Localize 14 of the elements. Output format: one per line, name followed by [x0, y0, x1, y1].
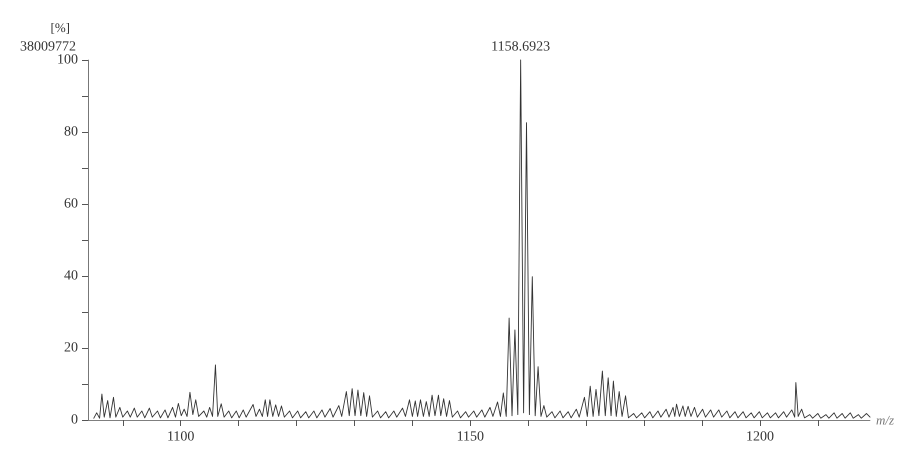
text: 38009772 — [20, 40, 76, 54]
y-tick-label: 20 — [64, 340, 78, 356]
annotation: 1158.6923 — [491, 40, 550, 54]
line-series — [93, 60, 870, 419]
y-tick-label: 40 — [64, 268, 78, 284]
x-tick-label: 1100 — [166, 430, 194, 444]
y-tick-label: 100 — [57, 52, 78, 68]
y-axis-title: [%] — [50, 20, 70, 35]
y-tick-label: 60 — [64, 196, 78, 212]
x-tick-label: 1150 — [456, 430, 484, 444]
x-tick-label: 1200 — [746, 430, 774, 444]
y-tick-label: 80 — [64, 124, 78, 140]
x-axis-title: m/z — [876, 412, 894, 428]
y-tick-label: 0 — [71, 412, 78, 428]
